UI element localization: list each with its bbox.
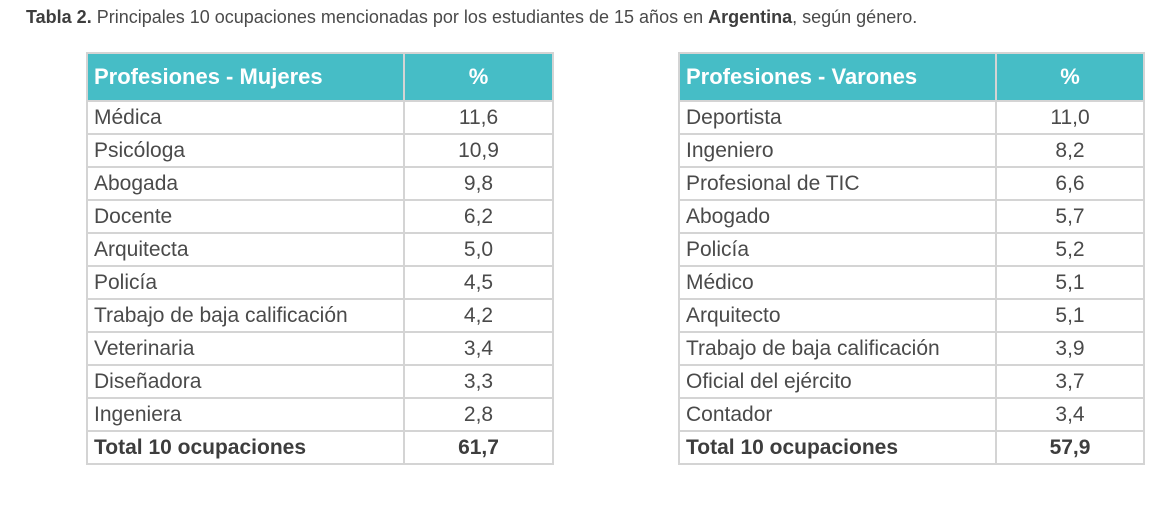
profession-percent: 3,4 [403, 331, 554, 366]
total-row: Total 10 ocupaciones 57,9 [678, 430, 1145, 465]
profession-name: Abogada [86, 166, 405, 201]
total-label: Total 10 ocupaciones [86, 430, 405, 465]
profession-percent: 4,2 [403, 298, 554, 333]
table-row: Diseñadora 3,3 [86, 364, 554, 399]
profession-name: Deportista [678, 100, 997, 135]
profession-name: Ingeniera [86, 397, 405, 432]
profession-percent: 6,6 [995, 166, 1145, 201]
table-row: Trabajo de baja calificación 4,2 [86, 298, 554, 333]
table-row: Docente 6,2 [86, 199, 554, 234]
profession-percent: 6,2 [403, 199, 554, 234]
profession-percent: 3,9 [995, 331, 1145, 366]
profession-percent: 8,2 [995, 133, 1145, 168]
profession-name: Arquitecto [678, 298, 997, 333]
profession-name: Médico [678, 265, 997, 300]
caption-country: Argentina [708, 7, 793, 27]
profession-name: Trabajo de baja calificación [86, 298, 405, 333]
profession-name: Docente [86, 199, 405, 234]
profession-percent: 3,3 [403, 364, 554, 399]
profession-percent: 5,2 [995, 232, 1145, 267]
header-percent: % [995, 52, 1145, 102]
profession-name: Contador [678, 397, 997, 432]
profession-percent: 5,7 [995, 199, 1145, 234]
men-professions-table: Profesiones - Varones % Deportista 11,0 I… [678, 52, 1145, 465]
caption-label: Tabla 2. [26, 7, 92, 27]
total-percent: 61,7 [403, 430, 554, 465]
table-row: Abogada 9,8 [86, 166, 554, 201]
profession-percent: 4,5 [403, 265, 554, 300]
profession-name: Médica [86, 100, 405, 135]
total-label: Total 10 ocupaciones [678, 430, 997, 465]
profession-name: Arquitecta [86, 232, 405, 267]
header-percent: % [403, 52, 554, 102]
profession-name: Profesional de TIC [678, 166, 997, 201]
table-row: Trabajo de baja calificación 3,9 [678, 331, 1145, 366]
profession-percent: 5,1 [995, 265, 1145, 300]
total-percent: 57,9 [995, 430, 1145, 465]
table-row: Contador 3,4 [678, 397, 1145, 432]
table-row: Policía 5,2 [678, 232, 1145, 267]
table-caption: Tabla 2. Principales 10 ocupaciones menc… [26, 6, 917, 28]
profession-percent: 2,8 [403, 397, 554, 432]
profession-percent: 5,0 [403, 232, 554, 267]
table-row: Oficial del ejército 3,7 [678, 364, 1145, 399]
profession-name: Policía [678, 232, 997, 267]
profession-name: Veterinaria [86, 331, 405, 366]
header-professions: Profesiones - Mujeres [86, 52, 405, 102]
profession-name: Ingeniero [678, 133, 997, 168]
table-row: Profesional de TIC 6,6 [678, 166, 1145, 201]
profession-percent: 11,6 [403, 100, 554, 135]
profession-percent: 9,8 [403, 166, 554, 201]
profession-percent: 3,7 [995, 364, 1145, 399]
table-row: Ingeniero 8,2 [678, 133, 1145, 168]
profession-name: Trabajo de baja calificación [678, 331, 997, 366]
table-row: Médica 11,6 [86, 100, 554, 135]
profession-name: Diseñadora [86, 364, 405, 399]
caption-text-a: Principales 10 ocupaciones mencionadas p… [91, 7, 709, 27]
profession-name: Policía [86, 265, 405, 300]
table-header-row: Profesiones - Varones % [678, 52, 1145, 102]
profession-percent: 11,0 [995, 100, 1145, 135]
profession-percent: 3,4 [995, 397, 1145, 432]
profession-name: Oficial del ejército [678, 364, 997, 399]
caption-text-b: , según género. [792, 7, 918, 27]
table-row: Arquitecto 5,1 [678, 298, 1145, 333]
total-row: Total 10 ocupaciones 61,7 [86, 430, 554, 465]
women-professions-table: Profesiones - Mujeres % Médica 11,6 Psicó… [86, 52, 554, 465]
profession-percent: 5,1 [995, 298, 1145, 333]
table-row: Arquitecta 5,0 [86, 232, 554, 267]
table-row: Policía 4,5 [86, 265, 554, 300]
profession-percent: 10,9 [403, 133, 554, 168]
profession-name: Abogado [678, 199, 997, 234]
table-row: Abogado 5,7 [678, 199, 1145, 234]
table-row: Médico 5,1 [678, 265, 1145, 300]
table-row: Psicóloga 10,9 [86, 133, 554, 168]
table-header-row: Profesiones - Mujeres % [86, 52, 554, 102]
header-professions: Profesiones - Varones [678, 52, 997, 102]
table-row: Ingeniera 2,8 [86, 397, 554, 432]
profession-name: Psicóloga [86, 133, 405, 168]
table-row: Veterinaria 3,4 [86, 331, 554, 366]
table-row: Deportista 11,0 [678, 100, 1145, 135]
